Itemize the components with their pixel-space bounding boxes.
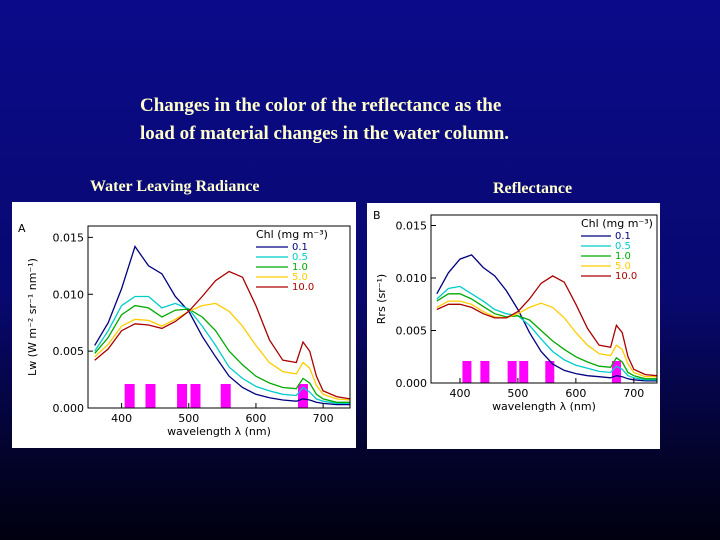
band-bar — [480, 361, 490, 383]
plot-frame — [87, 225, 351, 409]
x-axis-label: wavelength λ (nm) — [167, 425, 271, 438]
legend-title: Chl (mg m⁻³) — [256, 228, 328, 241]
legend-entry-label: 0.5 — [615, 241, 631, 252]
title-line-2: load of material changes in the water co… — [140, 123, 510, 144]
band-bar — [519, 361, 529, 383]
x-tick-label: 400 — [111, 412, 132, 425]
right-subtitle: Reflectance — [493, 180, 573, 197]
y-tick-label: 0.005 — [53, 345, 85, 358]
series-line-10-0 — [94, 270, 351, 400]
slide-title: Changes in the color of the reflectance … — [140, 92, 640, 148]
band-bar — [190, 384, 201, 408]
y-axis-label: Lw (W m⁻² sr⁻¹ nm⁻¹) — [26, 258, 39, 376]
y-tick-label: 0.015 — [396, 220, 428, 233]
legend-entry-label: 5.0 — [615, 261, 631, 272]
legend-entry-label: 1.0 — [615, 251, 631, 262]
radiance-chart-panel: 400 500 600 700 0.000 0.005 0.010 0.015 waveleng… — [12, 202, 356, 448]
band-bar — [177, 384, 188, 408]
radiance-chart: 400 500 600 700 0.000 0.005 0.010 0.015 waveleng… — [18, 222, 351, 438]
series-line-1-0 — [436, 293, 657, 380]
reflectance-chart-panel: 400 500 600 700 0.000 0.005 0.010 0.015 waveleng… — [367, 203, 660, 449]
title-line-1: Changes in the color of the reflectance … — [140, 95, 502, 116]
band-bar — [220, 384, 231, 408]
plot-frame — [430, 214, 658, 384]
y-tick-label: 0.015 — [53, 231, 85, 244]
y-tick-label: 0.000 — [396, 377, 428, 390]
x-tick-label: 700 — [623, 387, 644, 400]
series-line-0-1 — [436, 254, 657, 382]
series-line-5-0 — [94, 302, 351, 401]
x-axis-label: wavelength λ (nm) — [492, 400, 596, 413]
x-tick-label: 500 — [178, 412, 199, 425]
band-bar — [507, 361, 517, 383]
band-bar — [611, 361, 621, 383]
band-bar — [462, 361, 472, 383]
y-axis-label: Rrs (sr⁻¹) — [375, 274, 388, 324]
legend-entry-label: 0.1 — [615, 231, 631, 242]
y-tick-label: 0.000 — [53, 402, 85, 415]
y-tick-label: 0.005 — [396, 325, 428, 338]
band-bar — [145, 384, 156, 408]
legend-title: Chl (mg m⁻³) — [581, 217, 653, 230]
left-subtitle: Water Leaving Radiance — [90, 178, 260, 195]
series-line-5-0 — [436, 300, 657, 378]
y-tick-label: 0.010 — [53, 288, 85, 301]
series-line-0-5 — [94, 295, 350, 405]
series-line-0-1 — [94, 245, 350, 406]
series-line-1-0 — [94, 304, 350, 403]
panel-label: A — [18, 222, 26, 235]
x-tick-label: 600 — [245, 412, 266, 425]
x-tick-label: 400 — [449, 387, 470, 400]
legend-entry-label: 1.0 — [292, 262, 308, 273]
series-line-10-0 — [436, 275, 658, 377]
band-bar — [545, 361, 555, 383]
series-line-0-5 — [436, 285, 657, 381]
band-bar — [297, 384, 308, 408]
legend-entry-label: 10.0 — [292, 282, 314, 293]
panel-label: B — [373, 209, 381, 222]
legend-entry-label: 5.0 — [292, 272, 308, 283]
x-tick-label: 700 — [313, 412, 334, 425]
x-tick-label: 500 — [507, 387, 528, 400]
legend-entry-label: 0.1 — [292, 242, 308, 253]
reflectance-chart: 400 500 600 700 0.000 0.005 0.010 0.015 waveleng… — [373, 209, 658, 413]
band-bar — [124, 384, 135, 408]
legend-entry-label: 10.0 — [615, 271, 637, 282]
x-tick-label: 600 — [565, 387, 586, 400]
legend-entry-label: 0.5 — [292, 252, 308, 263]
y-tick-label: 0.010 — [396, 272, 428, 285]
